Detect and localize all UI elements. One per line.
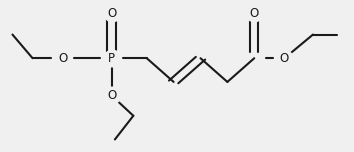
Text: O: O [107, 7, 116, 20]
Text: O: O [280, 52, 289, 65]
Text: O: O [58, 52, 68, 65]
Text: P: P [108, 52, 115, 65]
Text: O: O [107, 89, 116, 102]
Text: O: O [250, 7, 259, 20]
